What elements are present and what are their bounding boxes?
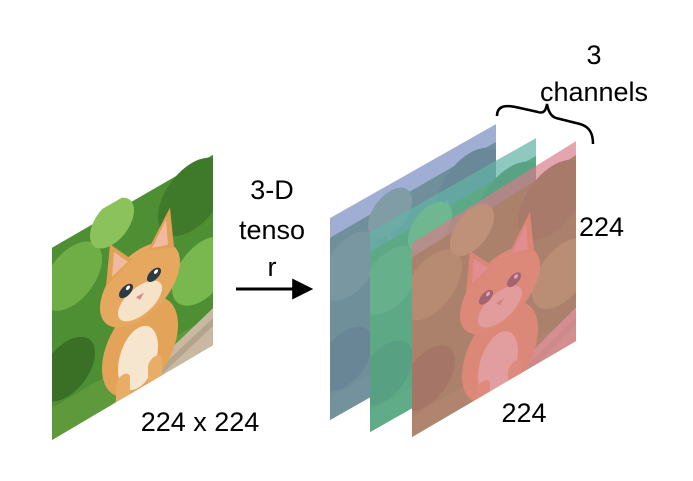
channels-brace bbox=[495, 103, 595, 145]
channels-label-word: channels bbox=[540, 77, 648, 107]
channel-layer-red bbox=[412, 141, 576, 437]
arrow-label-line-3: r bbox=[268, 252, 277, 282]
arrow-label-line-2: tenso bbox=[239, 215, 305, 245]
tensor-height-label: 224 bbox=[579, 212, 624, 242]
tensor-width-label: 224 bbox=[501, 398, 546, 428]
arrow-label-line-1: 3-D bbox=[250, 175, 294, 205]
channels-label-number: 3 bbox=[586, 40, 601, 70]
input-size-caption: 224 x 224 bbox=[141, 407, 260, 437]
